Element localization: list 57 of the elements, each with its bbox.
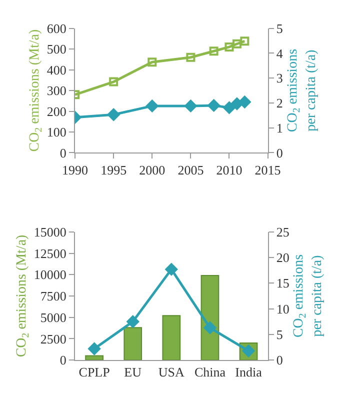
point (126, 315, 140, 328)
y2-tick-label: 15 (276, 276, 290, 291)
y2-tick-label: 2 (276, 96, 283, 111)
x-tick-label: 1990 (62, 162, 88, 178)
y-tick-label: 0 (60, 352, 66, 368)
x-tick-label: India (235, 364, 262, 380)
y2-tick-label: 4 (276, 46, 284, 61)
y2-tick-label: 5 (276, 326, 283, 342)
y-tick-label: 200 (46, 104, 66, 119)
point (204, 322, 216, 334)
point (146, 100, 158, 112)
y-tick-label: 500 (46, 42, 66, 57)
point (208, 99, 220, 112)
point (88, 342, 100, 355)
x-tick-label: 1995 (100, 162, 127, 178)
y2-tick-label: 25 (276, 224, 290, 240)
point (184, 100, 197, 112)
y-tick-label: 100 (46, 124, 66, 140)
point (224, 42, 234, 52)
x-tick-label: EU (124, 364, 142, 380)
x-tick-label: USA (158, 364, 186, 380)
y2-tick-label: 5 (276, 20, 283, 36)
y2-tick-label: 0 (276, 352, 283, 368)
y-tick-label: 2500 (40, 331, 66, 346)
y-tick-label: 600 (46, 20, 66, 36)
y2-tick-label: 0 (276, 145, 283, 160)
point (232, 39, 242, 48)
y-tick-label: 300 (46, 83, 66, 98)
y-tick-label: 15000 (34, 224, 66, 240)
y-tick-label: 0 (60, 145, 66, 160)
y2-tick-label: 10 (276, 301, 290, 316)
y2-tick-label: 3 (276, 70, 283, 86)
point (223, 101, 236, 114)
y2-tick-label: 20 (276, 250, 290, 266)
y-tick-label: 400 (46, 62, 66, 78)
point (186, 52, 196, 62)
x-tick-label: 2015 (254, 162, 281, 178)
x-tick-label: 2010 (216, 162, 242, 178)
y-tick-label: 7500 (40, 288, 66, 304)
x-tick-label: 2000 (139, 162, 166, 178)
bar (162, 315, 181, 360)
point (165, 263, 178, 276)
y-tick-label: 10000 (34, 267, 66, 282)
x-tick-label: China (194, 364, 226, 380)
y-tick-label: 12500 (34, 246, 66, 261)
point (209, 46, 218, 56)
point (107, 108, 120, 121)
bar (200, 274, 220, 360)
x-tick-label: CPLP (78, 364, 110, 380)
point (109, 77, 118, 86)
x-tick-label: 2005 (178, 162, 204, 178)
bar (124, 327, 142, 360)
bar (85, 355, 104, 360)
y-tick-label: 5000 (40, 310, 66, 325)
point (148, 58, 157, 67)
y2-tick-label: 1 (276, 120, 283, 136)
point (240, 36, 250, 46)
